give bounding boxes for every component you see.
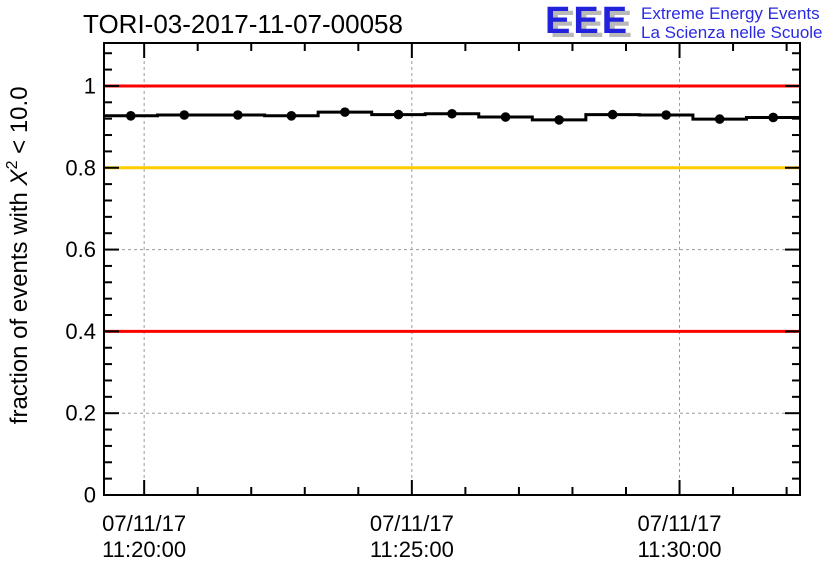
axes-frame-layer [103, 42, 801, 496]
data-point-marker [714, 114, 725, 124]
data-point-marker [661, 110, 671, 120]
eee-logo-line2: La Scienza nelle Scuole [641, 23, 823, 42]
y-tick-label: 1 [84, 73, 96, 98]
tick-marks-layer [104, 43, 800, 496]
data-point-marker [607, 109, 618, 120]
y-axis-title-prefix: fraction of events with [6, 185, 33, 424]
reference-lines-layer [104, 84, 800, 333]
eee-logo: EEE Extreme Energy Events La Scienza nel… [545, 0, 823, 42]
data-point-marker [500, 112, 511, 122]
data-point-marker [554, 115, 564, 125]
x-tick-label-time: 11:30:00 [638, 537, 722, 562]
data-point-marker [447, 108, 457, 119]
data-point-marker [179, 110, 190, 120]
x-tick-label-date: 07/11/17 [638, 511, 722, 536]
chart-title: TORI-03-2017-11-07-00058 [83, 9, 403, 39]
x-tick-label-time: 11:20:00 [102, 537, 186, 562]
data-series-line [104, 110, 800, 122]
data-point-marker [233, 110, 243, 120]
y-tick-label: 0.6 [65, 237, 96, 262]
y-axis-title-suffix: < 10.0 [6, 86, 33, 160]
y-axis-title-variable: X [6, 168, 33, 186]
plot-frame [103, 42, 801, 496]
tick-labels-layer: 00.20.40.60.8107/11/1711:20:0007/11/1711… [65, 73, 721, 562]
data-point-marker [768, 112, 779, 123]
y-tick-label: 0.8 [65, 155, 96, 180]
x-tick-label-date: 07/11/17 [370, 511, 454, 536]
y-axis-title: fraction of events with X2 < 10.0 [4, 53, 33, 471]
data-point-marker [393, 109, 404, 120]
x-tick-label-date: 07/11/17 [102, 511, 186, 536]
data-point-marker [125, 111, 136, 121]
data-series-layer [104, 107, 800, 125]
y-tick-label: 0.2 [65, 401, 96, 426]
eee-logo-text: Extreme Energy Events La Scienza nelle S… [641, 4, 822, 42]
y-tick-label: 0 [84, 483, 96, 508]
y-axis-title-superscript: 2 [4, 160, 21, 169]
eee-logo-acronym: EEE [545, 0, 631, 42]
data-point-marker [340, 107, 350, 117]
y-tick-label: 0.4 [65, 319, 96, 344]
x-tick-label-time: 11:25:00 [370, 537, 454, 562]
data-point-marker [286, 111, 297, 121]
eee-logo-line1: Extreme Energy Events [641, 4, 820, 23]
